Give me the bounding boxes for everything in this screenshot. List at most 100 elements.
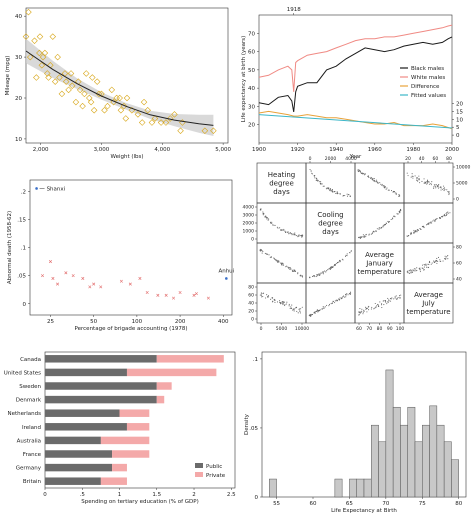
bar-segment (126, 368, 217, 377)
axis-tick-label: 10000 (456, 165, 470, 171)
histogram-bar (422, 424, 430, 498)
x-tick-label: 200 (175, 319, 186, 325)
matrix-point (313, 275, 315, 277)
data-point (134, 111, 142, 118)
matrix-point (358, 237, 360, 239)
matrix-point (284, 231, 287, 234)
matrix-point (370, 233, 372, 235)
matrix-point (444, 188, 446, 191)
data-point (81, 90, 88, 98)
data-point (49, 33, 57, 40)
matrix-point (330, 267, 332, 269)
matrix-point (414, 268, 416, 270)
matrix-point (444, 255, 446, 257)
matrix-point (390, 300, 392, 302)
matrix-point (295, 307, 298, 309)
y-tick-label-right: 15 (456, 109, 463, 115)
matrix-point (333, 191, 335, 193)
matrix-point (293, 234, 295, 236)
bar-segment (45, 477, 101, 485)
matrix-point (419, 182, 421, 184)
axis-tick-label: 5000 (276, 326, 288, 332)
matrix-point (334, 302, 336, 304)
bar-segment (156, 382, 172, 390)
matrix-point (418, 178, 420, 180)
category-label: United States (4, 370, 41, 376)
matrix-point (374, 302, 376, 305)
legend-label: Difference (411, 84, 440, 90)
matrix-point (288, 267, 290, 269)
matrix-point (438, 184, 440, 186)
matrix-point (297, 273, 299, 275)
data-point (164, 293, 168, 297)
matrix-point (278, 261, 280, 263)
data-point (36, 49, 43, 57)
matrix-point (286, 265, 288, 267)
matrix-point (368, 234, 370, 236)
matrix-point (327, 269, 329, 271)
matrix-point (388, 221, 390, 223)
matrix-point (376, 179, 378, 181)
matrix-point (316, 178, 318, 180)
axis-tick-label: 20 (405, 156, 411, 162)
matrix-point (323, 185, 325, 187)
matrix-point (443, 190, 445, 192)
x-tick-label: 25 (47, 319, 54, 325)
matrix-point (436, 260, 438, 262)
matrix-point (349, 251, 351, 254)
matrix-point (384, 300, 387, 302)
bar-segment (45, 423, 127, 431)
y-tick-label-left: 50 (248, 68, 255, 74)
matrix-point (391, 297, 393, 299)
matrix-point (372, 180, 375, 182)
data-point (192, 293, 196, 297)
matrix-point (398, 194, 400, 196)
data-point (162, 119, 170, 126)
y-tick-label-right: 20 (456, 101, 463, 107)
matrix-point (326, 270, 328, 272)
matrix-point (428, 181, 430, 183)
matrix-variable-label: temperature (407, 308, 451, 316)
matrix-cell (305, 162, 356, 204)
matrix-point (282, 304, 284, 306)
matrix-point (267, 296, 269, 298)
matrix-point (289, 266, 291, 269)
axis-tick-label: 80 (446, 156, 452, 162)
matrix-point (260, 249, 262, 251)
category-label: Canada (20, 357, 41, 363)
matrix-cell (305, 282, 356, 324)
matrix-point (314, 177, 316, 179)
matrix-point (290, 268, 292, 271)
matrix-point (448, 192, 450, 194)
matrix-point (316, 309, 318, 311)
histogram-bar (269, 478, 277, 498)
matrix-point (368, 176, 370, 178)
matrix-point (431, 222, 433, 224)
matrix-point (281, 262, 283, 264)
matrix-point (261, 250, 263, 252)
matrix-point (410, 233, 412, 235)
matrix-point (325, 188, 327, 190)
data-point (210, 127, 217, 134)
matrix-point (426, 181, 428, 183)
matrix-point (260, 208, 262, 210)
data-point (90, 107, 98, 114)
y-tick-label: .15 (17, 217, 26, 223)
matrix-point (334, 264, 336, 266)
x-axis-label: Spending on tertiary education (% of GDP… (81, 499, 199, 505)
matrix-point (359, 171, 361, 173)
matrix-point (279, 227, 281, 229)
bar-segment (100, 436, 150, 445)
matrix-point (331, 189, 333, 191)
matrix-point (311, 313, 313, 315)
matrix-point (270, 256, 272, 258)
matrix-point (271, 301, 273, 303)
matrix-point (421, 180, 423, 183)
matrix-point (261, 252, 263, 254)
matrix-point (444, 215, 446, 217)
matrix-point (387, 297, 389, 299)
data-point (101, 107, 108, 114)
matrix-point (277, 259, 279, 261)
matrix-point (274, 301, 276, 303)
